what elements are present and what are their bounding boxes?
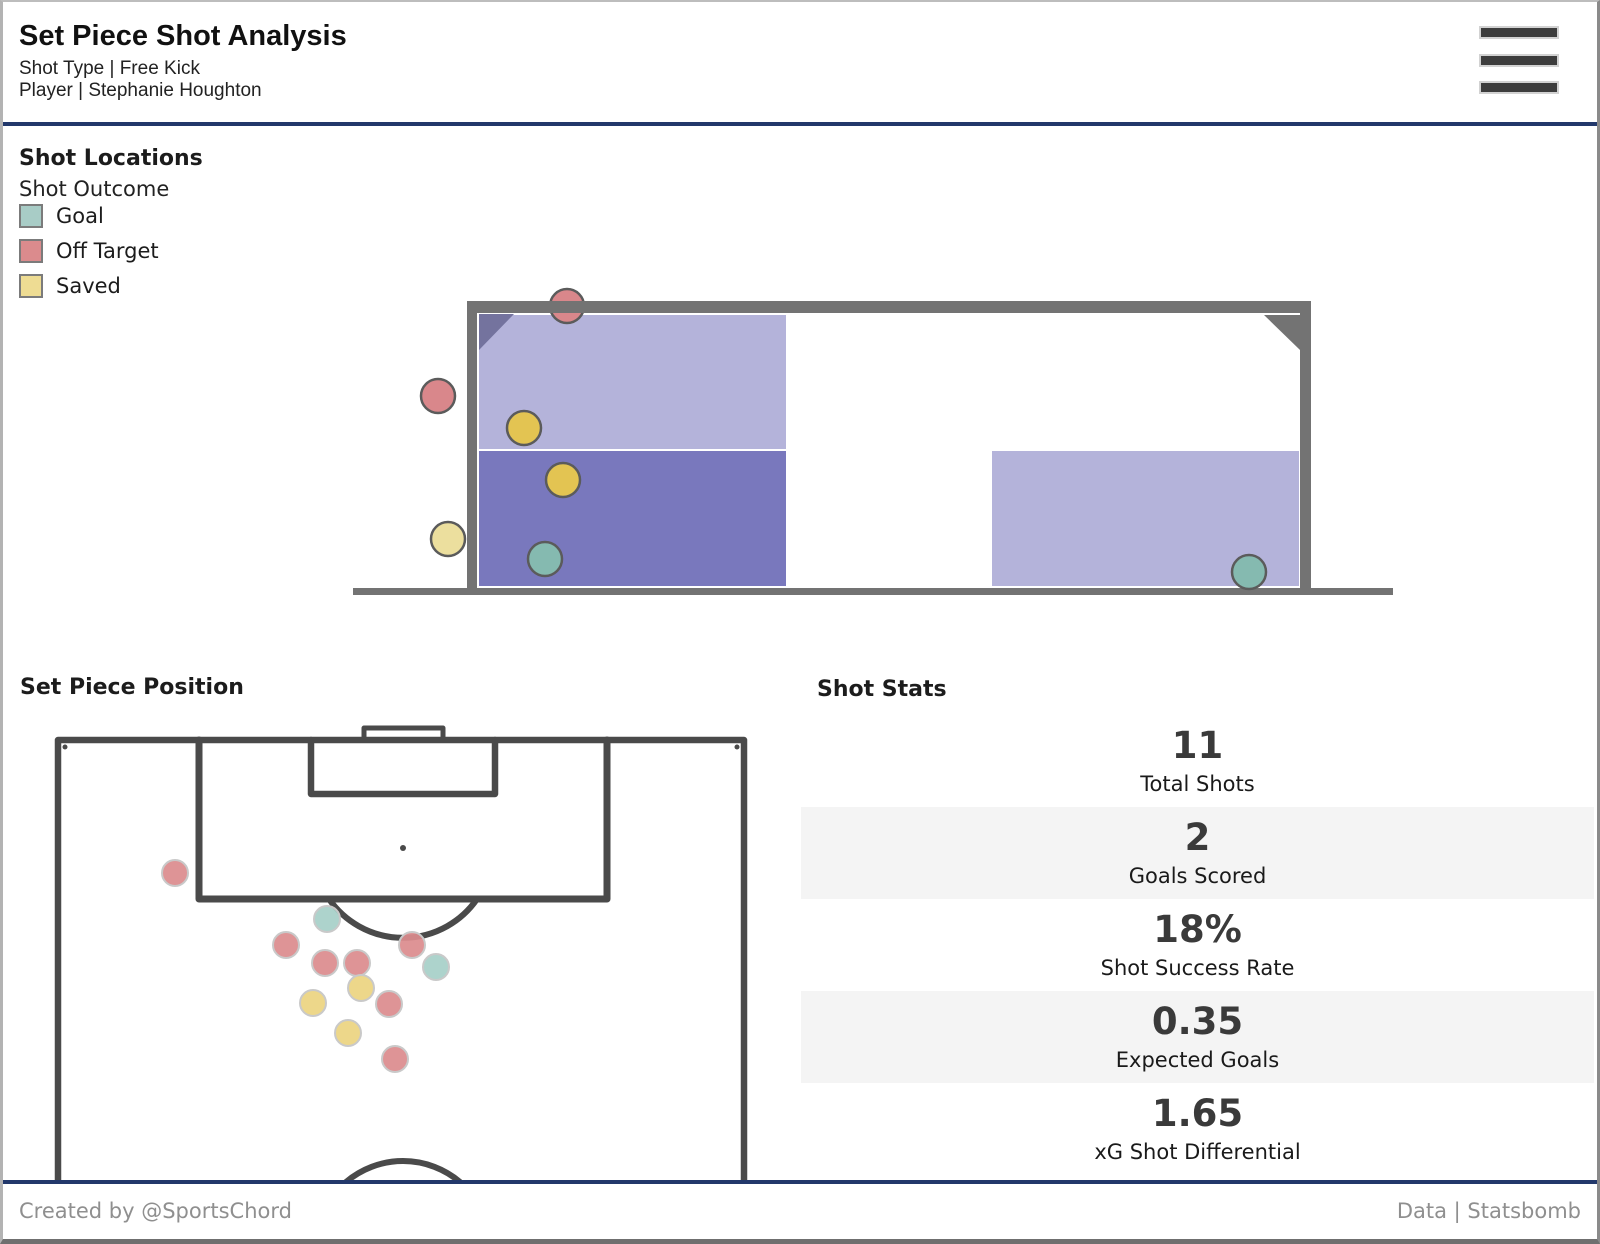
center-circle-arc [343,1158,463,1185]
footer-credit: Created by @SportsChord [19,1198,292,1223]
diagrams-layer [54,287,1393,1186]
shot-locations-heading: Shot Locations [19,146,203,171]
stat-value: 18% [1153,907,1242,951]
stat-row-goals-scored: 2 Goals Scored [801,807,1594,899]
shot-dot[interactable] [544,461,582,499]
shot-dot[interactable] [422,953,450,981]
pitch-corner-mark-left [62,744,68,750]
hamburger-menu-icon[interactable] [1479,26,1559,94]
shot-dot[interactable] [313,905,341,933]
shot-dot[interactable] [398,931,426,959]
pitch-corner-mark-right [734,744,740,750]
stat-value: 2 [1184,815,1211,859]
stat-row-xg-shot-differential: 1.65 xG Shot Differential [801,1083,1594,1175]
page-title: Set Piece Shot Analysis [19,20,347,52]
shot-stats-panel: 11 Total Shots 2 Goals Scored 18% Shot Succes… [801,715,1594,1175]
stat-row-shot-success-rate: 18% Shot Success Rate [801,899,1594,991]
header-divider [3,122,1597,126]
shot-stats-heading: Shot Stats [817,677,947,702]
stat-row-total-shots: 11 Total Shots [801,715,1594,807]
shot-dot[interactable] [299,989,327,1017]
footer-divider [3,1180,1597,1184]
stat-label: Goals Scored [1128,864,1267,889]
legend-label: Saved [56,274,121,298]
stat-label: Shot Success Rate [1100,956,1295,981]
shot-dot[interactable] [161,859,189,887]
shot-dot[interactable] [334,1019,362,1047]
stat-label: Total Shots [1140,772,1255,797]
hamburger-bar [1479,26,1559,39]
stat-row-expected-goals: 0.35 Expected Goals [801,991,1594,1083]
shot-dot[interactable] [526,540,564,578]
goal-crossbar [467,301,1311,313]
legend-title: Shot Outcome [19,177,170,201]
legend-item-off-target[interactable]: Off Target [19,239,159,263]
stat-label: xG Shot Differential [1094,1140,1301,1165]
shot-dot[interactable] [505,409,543,447]
stat-value: 1.65 [1151,1091,1244,1135]
goal-post-left [467,301,477,595]
legend-swatch [19,204,43,228]
pitch-diagram [54,725,748,1186]
footer-bar: Created by @SportsChord Data | Statsbomb [3,1184,1597,1237]
shot-outcome-legend: Goal Off Target Saved [19,204,159,298]
goal-corner-triangle-right [1264,315,1300,350]
legend-label: Goal [56,204,104,228]
shot-dot[interactable] [381,1045,409,1073]
shot-dot[interactable] [347,974,375,1002]
stat-value: 11 [1171,723,1224,767]
shot-dot[interactable] [311,949,339,977]
subtitle-shot-type: Shot Type | Free Kick [19,58,200,79]
legend-item-goal[interactable]: Goal [19,204,159,228]
legend-swatch [19,239,43,263]
stat-label: Expected Goals [1115,1048,1280,1073]
pitch-goal-box [361,725,446,743]
subtitle-player: Player | Stephanie Houghton [19,80,262,101]
goal-zone-left-lower [479,451,786,586]
footer-data-source: Data | Statsbomb [1396,1198,1581,1223]
legend-label: Off Target [56,239,159,263]
goal-shot-dots [419,377,1268,591]
hamburger-bar [1479,53,1559,67]
legend-swatch [19,274,43,298]
penalty-box [195,736,611,903]
goal-diagram [353,287,1393,595]
pitch-boundary [54,736,748,1186]
goal-ground-line [353,588,1393,595]
pitch-shot-dots [161,859,450,1073]
stat-value: 0.35 [1151,999,1244,1043]
shot-dot[interactable] [375,990,403,1018]
shot-dot[interactable] [419,377,457,415]
goal-post-right [1300,301,1311,595]
six-yard-box [307,736,499,798]
shot-dot[interactable] [272,931,300,959]
legend-item-saved[interactable]: Saved [19,274,159,298]
penalty-spot [400,845,406,851]
shot-dot[interactable] [1230,553,1268,591]
hamburger-bar [1479,81,1559,94]
goal-corner-triangle-left [479,314,514,350]
penalty-arc [326,896,480,941]
set-piece-position-heading: Set Piece Position [20,675,244,700]
shot-dot[interactable] [429,520,467,558]
shot-dot[interactable] [343,949,371,977]
